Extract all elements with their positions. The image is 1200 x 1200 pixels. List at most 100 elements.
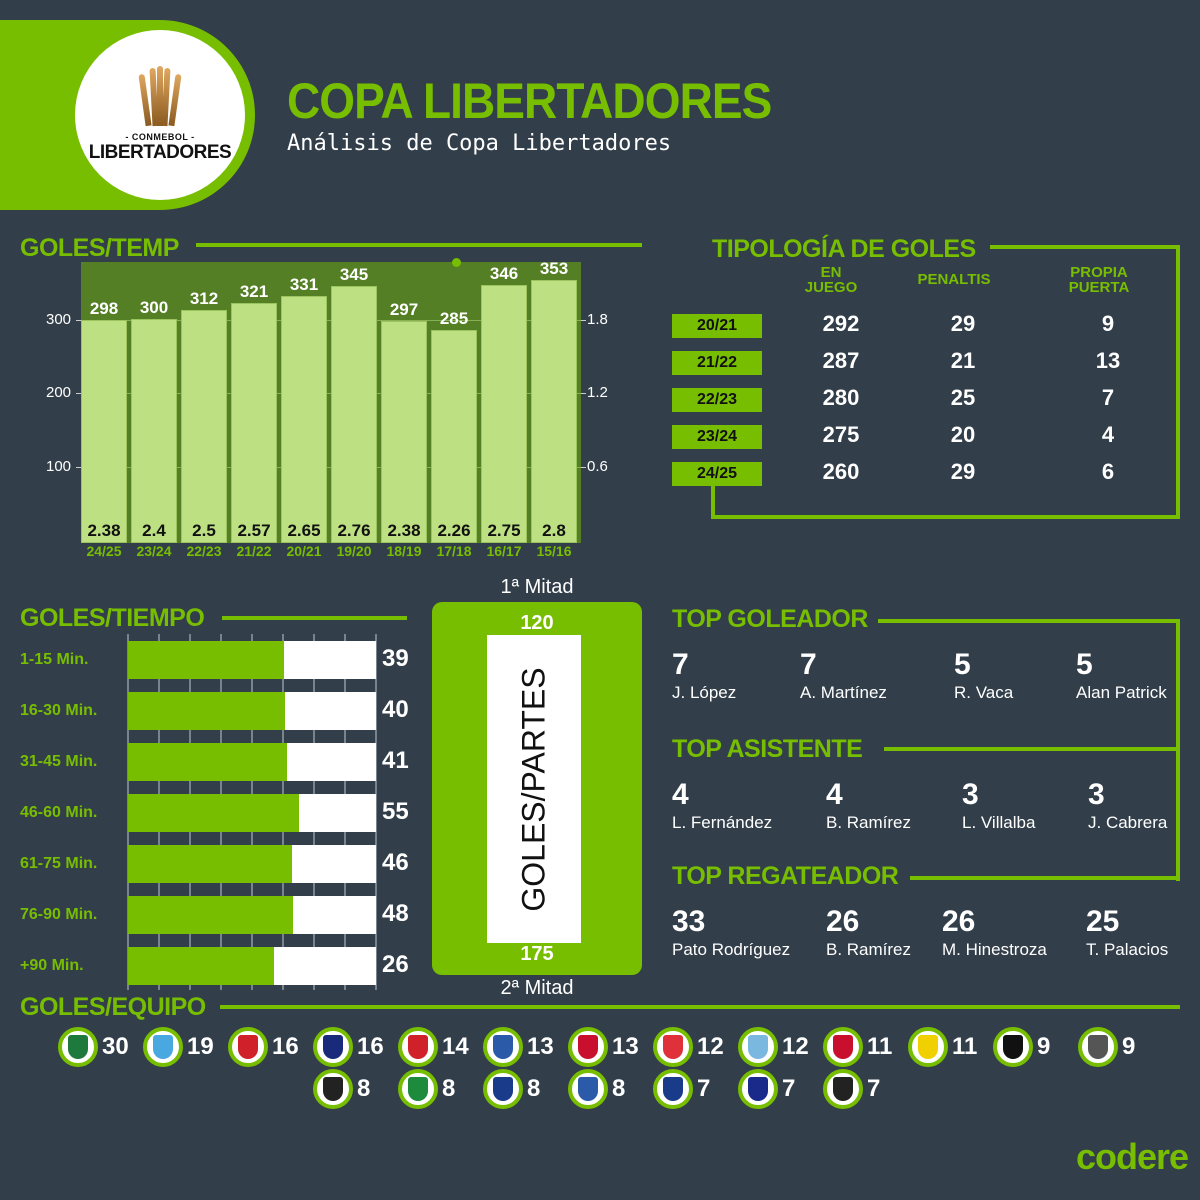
propia-puerta-value: 9 xyxy=(1101,311,1115,336)
logo-libertadores-text: LIBERTADORES xyxy=(88,142,232,163)
internacional-crest-icon xyxy=(653,1027,693,1067)
team-goals: 8 xyxy=(357,1075,371,1102)
bar-total-label: 346 xyxy=(489,263,519,283)
first-half-label: 1ª Mitad xyxy=(500,576,574,598)
team-item: 16 xyxy=(313,1027,384,1067)
libertadores-logo: - CONMEBOL - LIBERTADORES xyxy=(75,30,245,200)
time-range-label: 61-75 Min. xyxy=(20,855,98,872)
en-juego-value: 275 xyxy=(822,422,860,447)
bar-avg-label: 2.38 xyxy=(87,521,121,540)
goles-temp-rule xyxy=(196,243,642,247)
y-tick-right: 1.2 xyxy=(587,384,608,401)
time-range-label: 31-45 Min. xyxy=(20,753,98,770)
top-asistente-player: J. Cabrera xyxy=(1088,813,1168,832)
propia-puerta-value: 6 xyxy=(1101,459,1115,484)
time-range-bar xyxy=(128,794,376,832)
team-goals: 13 xyxy=(612,1033,639,1060)
bar-avg-label: 2.57 xyxy=(237,521,271,540)
libertad-crest-icon xyxy=(1078,1027,1118,1067)
propia-puerta-value: 7 xyxy=(1101,385,1115,410)
palmeiras-crest-icon xyxy=(58,1027,98,1067)
top-regateador-player: Pato Rodríguez xyxy=(672,940,791,959)
bar-season-label: 22/23 xyxy=(186,543,222,559)
tipologia-rule-bottom xyxy=(711,515,1180,519)
penarol-crest-icon xyxy=(908,1027,948,1067)
bar-total-label: 300 xyxy=(139,298,169,317)
river-plate-crest-icon xyxy=(228,1027,268,1067)
team-item: 7 xyxy=(738,1069,795,1109)
bar-total-label: 331 xyxy=(289,275,319,295)
penaltis-value: 29 xyxy=(950,311,976,336)
season-badge: 20/21 xyxy=(672,314,762,338)
time-range-bar xyxy=(128,845,376,883)
season-bar xyxy=(181,310,227,543)
y-tick-right: 0.6 xyxy=(587,458,608,475)
bar-total-label: 297 xyxy=(389,300,419,320)
top-asistente-player: L. Fernández xyxy=(672,813,773,832)
team-goals: 12 xyxy=(782,1033,809,1060)
time-range-label: 46-60 Min. xyxy=(20,804,98,821)
time-range-value: 39 xyxy=(382,645,409,672)
second-half-label: 2ª Mitad xyxy=(500,977,574,999)
bar-season-label: 20/21 xyxy=(286,543,322,559)
top-goleador-value: 5 xyxy=(1076,648,1093,681)
time-range-value: 55 xyxy=(382,798,409,825)
top-goleador-rule xyxy=(878,619,1180,623)
top-asistente-value: 3 xyxy=(1088,778,1105,811)
universidad-chile-crest-icon xyxy=(483,1069,523,1109)
team-item: 13 xyxy=(568,1027,639,1067)
bar-season-label: 15/16 xyxy=(536,543,572,559)
team-item: 12 xyxy=(738,1027,809,1067)
botafogo-crest-icon xyxy=(993,1027,1033,1067)
team-item: 13 xyxy=(483,1027,554,1067)
season-bar xyxy=(481,284,527,543)
bar-season-label: 18/19 xyxy=(386,543,422,559)
atletico-nacional-crest-icon xyxy=(398,1069,438,1109)
bar-season-label: 17/18 xyxy=(436,543,472,559)
team-goals: 11 xyxy=(952,1033,978,1060)
team-item: 11 xyxy=(823,1027,892,1067)
bar-avg-label: 2.65 xyxy=(287,521,321,540)
season-bar xyxy=(131,319,177,543)
top-regateador-player: M. Hinestroza xyxy=(942,940,1047,959)
team-goals: 7 xyxy=(782,1075,796,1102)
season-badge: 24/25 xyxy=(672,462,762,486)
time-range-value: 48 xyxy=(382,900,409,927)
en-juego-value: 260 xyxy=(822,459,860,484)
time-range-label: 16-30 Min. xyxy=(20,702,98,719)
ldu-quito-crest-icon xyxy=(313,1027,353,1067)
top-regateador-title: TOP REGATEADOR xyxy=(672,862,899,890)
season-badge: 21/22 xyxy=(672,351,762,375)
y-tick-left: 200 xyxy=(46,384,72,401)
time-range-label: +90 Min. xyxy=(20,957,84,974)
team-item: 8 xyxy=(313,1069,370,1109)
time-range-value: 46 xyxy=(382,849,409,876)
season-badge: 22/23 xyxy=(672,388,762,412)
goles-tiempo-rule xyxy=(222,616,407,620)
top-regateador-player: B. Ramírez xyxy=(826,940,912,959)
velez-crest-icon xyxy=(483,1027,523,1067)
top-regateador-value: 26 xyxy=(826,905,860,938)
bar-total-label: 345 xyxy=(339,264,369,284)
team-item: 8 xyxy=(398,1069,455,1109)
penaltis-value: 25 xyxy=(950,385,976,410)
team-item: 8 xyxy=(568,1069,625,1109)
season-badge: 23/24 xyxy=(672,425,762,449)
sao-paulo-crest-icon xyxy=(823,1027,863,1067)
central-cordoba-crest-icon xyxy=(313,1069,353,1109)
goles-partes-label: GOLES/PARTES xyxy=(515,666,552,912)
top-goleador-player: J. López xyxy=(672,683,737,702)
top-regateador-value: 25 xyxy=(1086,905,1120,938)
top-asistente-rule xyxy=(884,747,1180,751)
top-goleador-value: 7 xyxy=(800,648,817,681)
tipologia-rule-right xyxy=(1176,245,1180,519)
top-goleador-title: TOP GOLEADOR xyxy=(672,605,868,633)
top-asistente-title: TOP ASISTENTE xyxy=(672,735,863,763)
cerro-porteno-crest-icon xyxy=(738,1069,778,1109)
season-bar xyxy=(331,285,377,543)
page-title: COPA LIBERTADORES xyxy=(287,73,772,129)
season-bar xyxy=(381,321,427,543)
top-asistente-value: 4 xyxy=(826,778,843,811)
time-range-bar xyxy=(128,641,376,679)
team-goals: 16 xyxy=(272,1033,299,1060)
